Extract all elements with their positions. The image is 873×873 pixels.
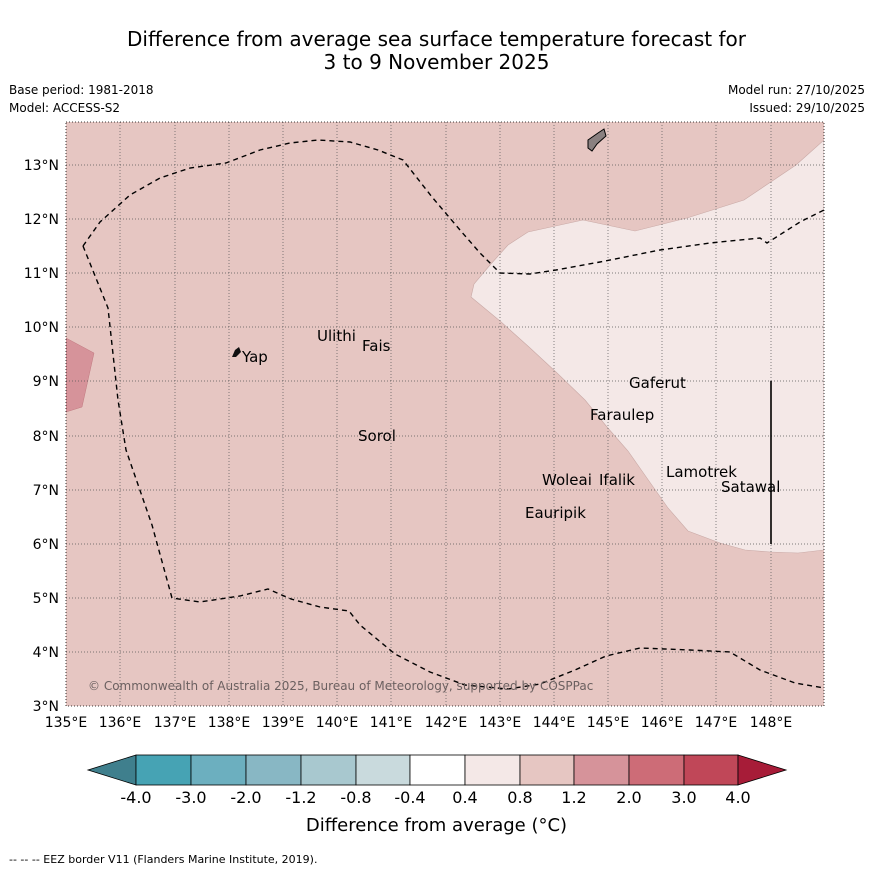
colorbar-bin	[190, 754, 247, 786]
colorbar-tick-label: 4.0	[725, 788, 751, 807]
eez-borders	[82, 139, 824, 690]
lat-tick-label: 5°N	[33, 591, 59, 607]
colorbar-tick-label: 0.8	[507, 788, 533, 807]
lon-tick-label: 144°E	[533, 715, 576, 731]
colorbar-tick-label: 3.0	[671, 788, 697, 807]
place-label-gaferut: Gaferut	[629, 374, 686, 392]
anomaly-region-light	[470, 139, 824, 554]
lat-tick-label: 6°N	[33, 537, 59, 553]
colorbar-tick-label: -4.0	[120, 788, 152, 807]
colorbar-tick-label: -0.4	[394, 788, 426, 807]
place-label-sorol: Sorol	[358, 427, 396, 445]
title-line-2: 3 to 9 November 2025	[323, 50, 550, 74]
colorbar-tick-label: 1.2	[561, 788, 587, 807]
colorbar-title: Difference from average (°C)	[305, 815, 568, 836]
island-yap	[232, 347, 241, 357]
lat-tick-labels: 3°N 4°N 5°N 6°N 7°N 8°N 9°N 10°N 11°N 12…	[24, 158, 59, 715]
meta-right: Model run: 27/10/2025 Issued: 29/10/2025	[728, 81, 865, 117]
place-labels: Yap Ulithi Fais Gaferut Faraulep Sorol L…	[241, 327, 780, 522]
eez-border-west	[82, 245, 824, 690]
lon-tick-label: 138°E	[208, 715, 251, 731]
lon-tick-label: 139°E	[262, 715, 305, 731]
lat-tick-label: 9°N	[33, 374, 59, 390]
lat-tick-label: 3°N	[33, 699, 59, 715]
title-line-1: Difference from average sea surface temp…	[126, 27, 746, 51]
lon-tick-label: 146°E	[641, 715, 684, 731]
lat-tick-label: 8°N	[33, 429, 59, 445]
place-label-yap: Yap	[241, 348, 268, 366]
lon-tick-label: 135°E	[45, 715, 88, 731]
meta-left: Base period: 1981-2018 Model: ACCESS-S2	[9, 81, 154, 117]
colorbar-tick-label: -2.0	[230, 788, 262, 807]
eez-footnote: -- -- -- EEZ border V11 (Flanders Marine…	[9, 853, 318, 866]
place-label-satawal: Satawal	[721, 478, 780, 496]
issued-date: Issued: 29/10/2025	[749, 101, 865, 115]
colorbar-tick-label: 2.0	[616, 788, 642, 807]
lon-tick-label: 141°E	[370, 715, 413, 731]
lon-tick-labels: 135°E 136°E 137°E 138°E 139°E 140°E 141°…	[45, 715, 793, 731]
colorbar-tick-label: 0.4	[452, 788, 478, 807]
lon-tick-label: 140°E	[316, 715, 359, 731]
eez-border-north	[82, 139, 824, 275]
place-label-ifalik: Ifalik	[599, 471, 635, 489]
place-label-eauripik: Eauripik	[525, 504, 586, 522]
lat-tick-label: 4°N	[33, 645, 59, 661]
lon-tick-label: 137°E	[154, 715, 197, 731]
colorbar-bin	[573, 754, 630, 786]
colorbar-bin	[628, 754, 685, 786]
colorbar-bin	[464, 754, 521, 786]
model-name: Model: ACCESS-S2	[9, 101, 121, 115]
map-area: Yap Ulithi Fais Gaferut Faraulep Sorol L…	[66, 122, 824, 706]
lon-tick-label: 136°E	[99, 715, 142, 731]
colorbar-bin	[300, 754, 357, 786]
place-label-woleai: Woleai	[542, 471, 592, 489]
map-title: Difference from average sea surface temp…	[0, 28, 873, 74]
lon-tick-label: 143°E	[479, 715, 522, 731]
map-frame	[65, 121, 825, 707]
place-label-fais: Fais	[362, 337, 391, 355]
colorbar-bin	[409, 754, 466, 786]
colorbar-bin	[355, 754, 411, 786]
lon-tick-label: 148°E	[750, 715, 793, 731]
base-period: Base period: 1981-2018	[9, 83, 154, 97]
colorbar-tick-label: -3.0	[175, 788, 207, 807]
colorbar-extend-low	[86, 754, 137, 786]
lon-tick-label: 147°E	[695, 715, 738, 731]
colorbar-extend-high	[737, 754, 788, 786]
copyright-text: © Commonwealth of Australia 2025, Bureau…	[88, 679, 593, 693]
colorbar-tick-label: -0.8	[340, 788, 372, 807]
colorbar-tick-label: -1.2	[285, 788, 317, 807]
lat-tick-label: 12°N	[24, 212, 59, 228]
colorbar-bin	[135, 754, 192, 786]
colorbar-bin	[245, 754, 302, 786]
lon-tick-label: 142°E	[425, 715, 468, 731]
anomaly-region-warm	[66, 337, 95, 413]
lat-tick-label: 13°N	[24, 158, 59, 174]
island-guam	[587, 128, 607, 152]
lat-tick-label: 7°N	[33, 483, 59, 499]
model-run: Model run: 27/10/2025	[727, 83, 865, 97]
lat-tick-label: 11°N	[24, 266, 59, 282]
place-label-lamotrek: Lamotrek	[666, 463, 737, 481]
lon-tick-label: 145°E	[587, 715, 630, 731]
place-label-ulithi: Ulithi	[317, 327, 356, 345]
colorbar-bin	[683, 754, 739, 786]
lat-tick-label: 10°N	[24, 320, 59, 336]
place-label-faraulep: Faraulep	[590, 406, 654, 424]
colorbar	[86, 754, 788, 786]
colorbar-bin	[519, 754, 575, 786]
